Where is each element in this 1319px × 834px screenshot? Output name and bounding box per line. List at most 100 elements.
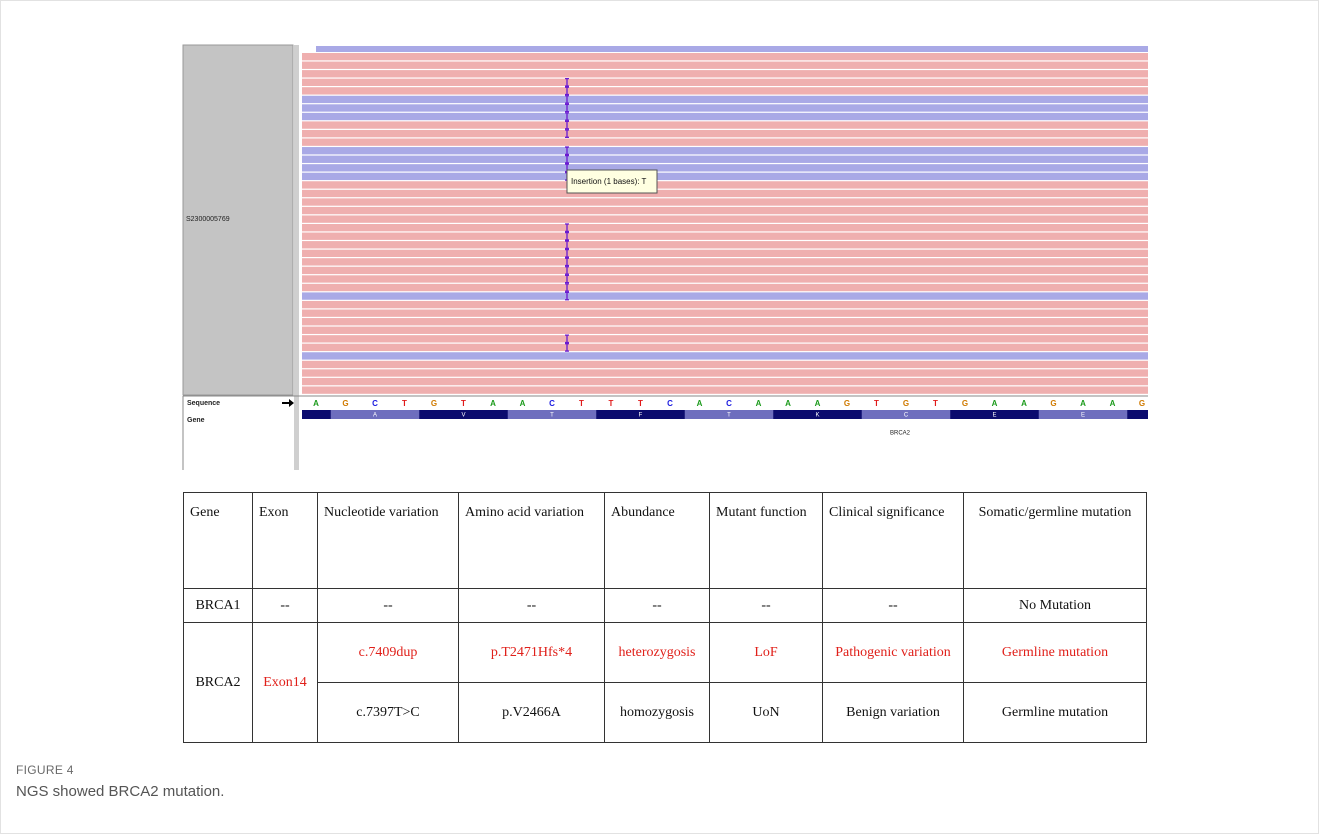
cell: homozygosis xyxy=(605,683,710,743)
read xyxy=(302,87,1148,94)
read xyxy=(302,310,1148,317)
base: G xyxy=(431,399,437,408)
read xyxy=(302,352,1148,359)
read xyxy=(302,190,1148,197)
cell: Exon14 xyxy=(253,623,318,743)
amino-acid: A xyxy=(373,413,377,419)
base: T xyxy=(461,399,466,408)
base: A xyxy=(697,399,703,408)
cell: -- xyxy=(253,589,318,623)
amino-acid: T xyxy=(727,413,731,419)
cell: -- xyxy=(605,589,710,623)
base: A xyxy=(756,399,762,408)
cell: BRCA1 xyxy=(184,589,253,623)
read xyxy=(302,62,1148,69)
cell: Germline mutation xyxy=(964,683,1147,743)
base: T xyxy=(874,399,879,408)
base: T xyxy=(579,399,584,408)
amino-acid: K xyxy=(815,413,819,419)
read xyxy=(302,173,1148,180)
read xyxy=(302,70,1148,77)
header-cell: Mutant function xyxy=(710,493,823,589)
cell: -- xyxy=(823,589,964,623)
cell: -- xyxy=(710,589,823,623)
amino-acid: E xyxy=(992,413,996,419)
cell: Germline mutation xyxy=(964,623,1147,683)
read xyxy=(302,318,1148,325)
header-cell: Gene xyxy=(184,493,253,589)
gene-label: Gene xyxy=(187,417,205,424)
divider xyxy=(294,45,299,470)
read xyxy=(302,386,1148,393)
cell: UoN xyxy=(710,683,823,743)
base: A xyxy=(1110,399,1116,408)
read xyxy=(302,292,1148,299)
read xyxy=(302,361,1148,368)
base: A xyxy=(490,399,496,408)
amino-acid: T xyxy=(550,413,554,419)
strand-arrow xyxy=(282,399,294,407)
base: A xyxy=(1080,399,1086,408)
header-cell: Clinical significance xyxy=(823,493,964,589)
cell: c.7409dup xyxy=(318,623,459,683)
read xyxy=(302,378,1148,385)
read xyxy=(302,130,1148,137)
figure-label: FIGURE 4 xyxy=(16,763,74,777)
base: T xyxy=(638,399,643,408)
read xyxy=(302,284,1148,291)
read xyxy=(302,241,1148,248)
read xyxy=(302,275,1148,282)
read xyxy=(302,327,1148,334)
cell: No Mutation xyxy=(964,589,1147,623)
amino-acid: E xyxy=(1081,413,1085,419)
base: A xyxy=(815,399,821,408)
cell: p.V2466A xyxy=(459,683,605,743)
read xyxy=(302,258,1148,265)
base: G xyxy=(1050,399,1056,408)
base: T xyxy=(402,399,407,408)
cell: -- xyxy=(318,589,459,623)
base: A xyxy=(785,399,791,408)
amino-acid: C xyxy=(904,413,909,419)
read xyxy=(302,79,1148,86)
amino-acid: F xyxy=(639,413,643,419)
read xyxy=(302,121,1148,128)
header-cell: Amino acid variation xyxy=(459,493,605,589)
read xyxy=(302,104,1148,111)
cell: -- xyxy=(459,589,605,623)
cell: c.7397T>C xyxy=(318,683,459,743)
read xyxy=(302,233,1148,240)
sequence-label: Sequence xyxy=(187,400,220,407)
read xyxy=(302,215,1148,222)
header-cell: Somatic/germline mutation xyxy=(964,493,1147,589)
base: C xyxy=(549,399,555,408)
read xyxy=(302,96,1148,103)
read xyxy=(302,250,1148,257)
cell: p.T2471Hfs*4 xyxy=(459,623,605,683)
cell: Pathogenic variation xyxy=(823,623,964,683)
header-cell: Abundance xyxy=(605,493,710,589)
read xyxy=(302,335,1148,342)
cell: LoF xyxy=(710,623,823,683)
header-cell: Nucleotide variation xyxy=(318,493,459,589)
read xyxy=(316,46,1148,52)
read xyxy=(302,369,1148,376)
read xyxy=(302,164,1148,171)
base: G xyxy=(844,399,850,408)
read xyxy=(302,181,1148,188)
page: {"igv": {"sample": "S2300005769", "toolt… xyxy=(0,0,1319,834)
read xyxy=(302,301,1148,308)
read xyxy=(302,344,1148,351)
read xyxy=(302,113,1148,120)
read xyxy=(302,156,1148,163)
base: C xyxy=(667,399,673,408)
base: A xyxy=(992,399,998,408)
base: G xyxy=(1139,399,1145,408)
read xyxy=(302,147,1148,154)
base: G xyxy=(903,399,909,408)
read xyxy=(302,267,1148,274)
amino-acid: V xyxy=(461,413,465,419)
gene-name: BRCA2 xyxy=(890,431,911,437)
cell: Benign variation xyxy=(823,683,964,743)
figure-caption: NGS showed BRCA2 mutation. xyxy=(16,783,224,800)
